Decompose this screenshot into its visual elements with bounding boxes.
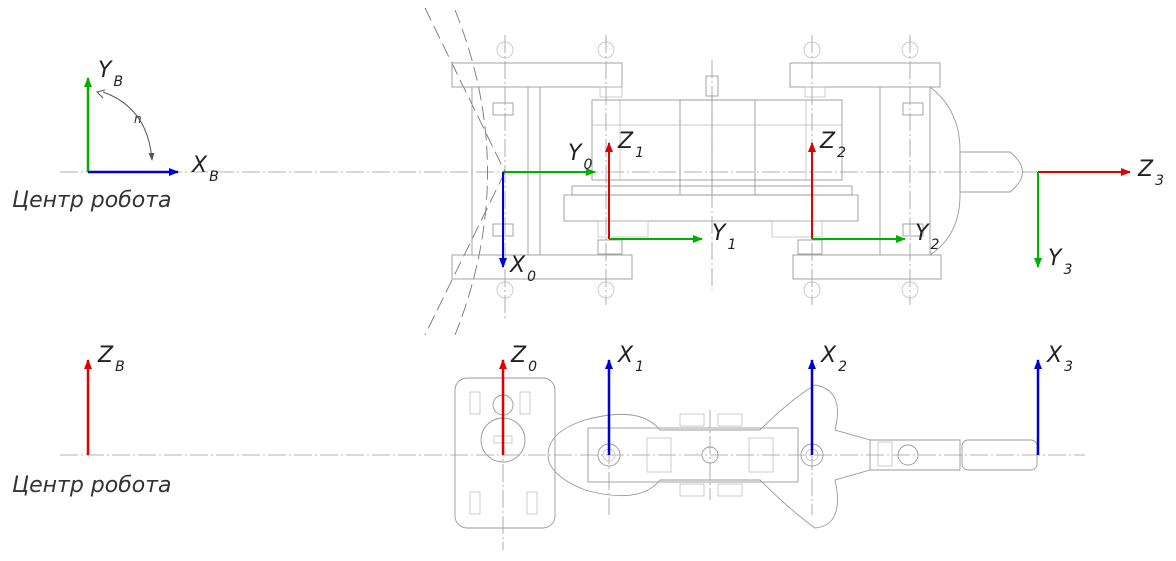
robot-center-caption-top: Центр робота <box>12 188 172 213</box>
robot-center-caption-side: Центр робота <box>12 473 172 498</box>
frame3-top <box>1034 168 1131 268</box>
base-frame-top <box>84 77 179 176</box>
top-view-drawing <box>60 7 1130 336</box>
side-view-drawing <box>60 360 1085 550</box>
frame0-top <box>499 168 596 268</box>
frame2-top <box>808 142 906 243</box>
angle-n-label: n <box>134 112 142 126</box>
frame1-top <box>605 142 703 243</box>
frames-side <box>84 359 1042 455</box>
rotation-arc <box>102 91 155 161</box>
